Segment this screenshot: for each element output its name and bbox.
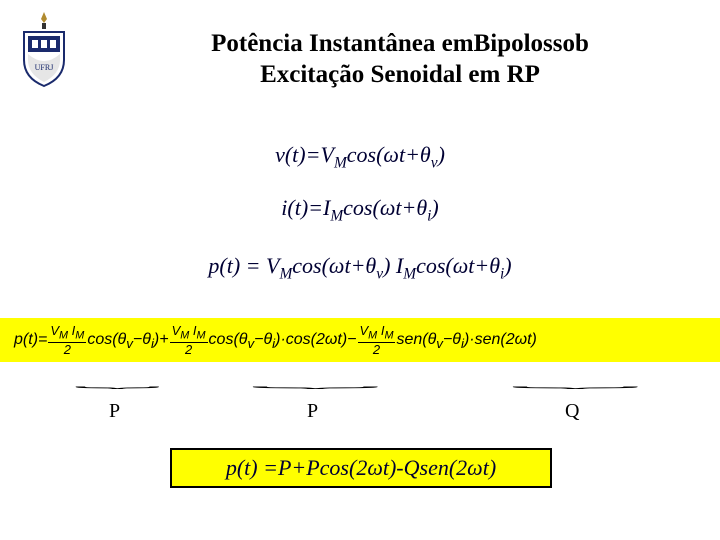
brace-1: ⏟ [74, 376, 161, 389]
label-p2: P [307, 400, 318, 423]
svg-text:UFRJ: UFRJ [35, 63, 54, 72]
label-p1: P [109, 400, 120, 423]
crest-logo: UFRJ [18, 10, 70, 90]
equation-p-final: p(t) =P+Pcos(2ωt)-Qsen(2ωt) [170, 448, 552, 488]
equation-p-product: p(t) = VMcos(ωt+θv) IMcos(ωt+θi) [0, 253, 720, 283]
equation-i: i(t)=IMcos(ωt+θi) [0, 195, 720, 225]
label-q: Q [565, 400, 579, 423]
slide-title: Potência Instantânea emBipolossob Excita… [110, 28, 690, 91]
brace-3: ⏟ [511, 376, 641, 389]
title-line-2: Excitação Senoidal em RP [260, 61, 540, 88]
equation-p-expanded: p(t)=VM IM2cos(θv−θi)+VM IM2cos(θv−θi)·c… [14, 318, 706, 366]
equation-v: v(t)=VMcos(ωt+θv) [0, 142, 720, 172]
title-line-1: Potência Instantânea emBipolossob [211, 30, 589, 57]
lhs: p [14, 331, 23, 348]
brace-2: ⏟ [251, 376, 381, 389]
